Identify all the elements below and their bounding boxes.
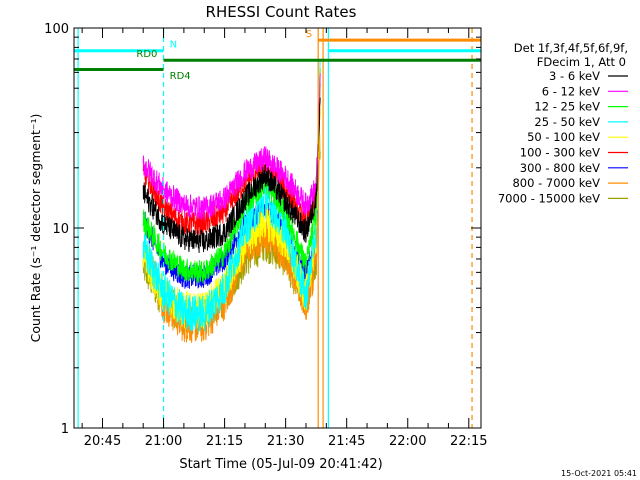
- legend-header-line1: Det 1f,3f,4f,5f,6f,9f,: [514, 41, 628, 55]
- state-label-rd4: RD4: [170, 71, 191, 82]
- x-axis-label: Start Time (05-Jul-09 20:41:42): [179, 457, 382, 472]
- state-label-n: N: [170, 39, 177, 50]
- legend-label: 300 - 800 keV: [520, 161, 600, 175]
- legend-label: 25 - 50 keV: [534, 115, 600, 129]
- y-tick-label: 10: [52, 222, 69, 237]
- legend-label: 12 - 25 keV: [534, 100, 600, 114]
- series-line-25-50keV: [142, 60, 321, 332]
- series-line-100-300keV: [142, 83, 321, 236]
- state-bars-layer: N S RD0 RD4: [74, 28, 481, 428]
- footer-timestamp: 15-Oct-2021 05:41: [561, 469, 637, 478]
- legend-label: 50 - 100 keV: [527, 130, 600, 144]
- data-layer: [142, 60, 321, 343]
- series-line-6-12keV: [142, 73, 321, 221]
- state-label-rd0: RD0: [136, 49, 157, 60]
- x-tick-label: 20:45: [84, 434, 121, 449]
- chart-title: RHESSI Count Rates: [206, 3, 357, 21]
- legend-label: 7000 - 15000 keV: [498, 191, 600, 205]
- y-axis-label: Count Rate (s⁻¹ detector segment⁻¹): [28, 114, 43, 343]
- x-tick-label: 21:45: [328, 434, 365, 449]
- legend: Det 1f,3f,4f,5f,6f,9f,FDecim 1, Att 03 -…: [498, 41, 628, 205]
- series-line-3-6keV: [142, 97, 321, 254]
- x-tick-label: 21:15: [206, 434, 243, 449]
- state-label-s: S: [306, 29, 312, 40]
- legend-label: 100 - 300 keV: [520, 146, 600, 160]
- legend-label: 800 - 7000 keV: [512, 176, 600, 190]
- x-tick-label: 21:00: [145, 434, 182, 449]
- legend-label: 3 - 6 keV: [549, 69, 600, 83]
- x-tick-label: 21:30: [267, 434, 304, 449]
- legend-header-line2: FDecim 1, Att 0: [537, 55, 626, 69]
- y-tick-label: 1: [61, 422, 69, 437]
- legend-label: 6 - 12 keV: [542, 84, 600, 98]
- x-tick-label: 22:15: [450, 434, 487, 449]
- y-tick-label: 100: [44, 22, 69, 37]
- x-tick-label: 22:00: [389, 434, 426, 449]
- axes-layer: [73, 27, 482, 429]
- text-layer: 20:45 21:00 21:15 21:30 21:45 22:00 22:15 1 10 10…: [44, 22, 487, 449]
